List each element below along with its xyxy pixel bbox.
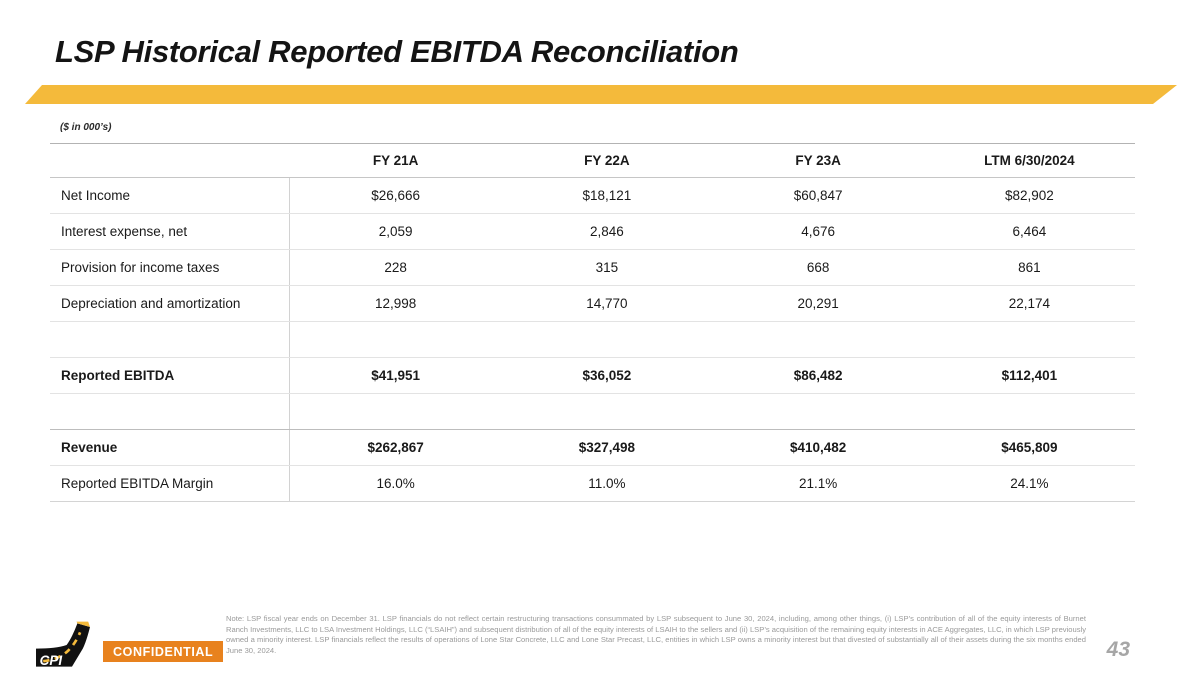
cell-value: $26,666: [371, 188, 421, 203]
cell-value: 21.1%: [798, 476, 838, 491]
column-header: FY 22A: [584, 153, 630, 168]
table-row: Reported EBITDA Margin 16.0% 11.0% 21.1% 24.…: [50, 466, 1135, 502]
cpi-logo: CPI: [36, 621, 90, 668]
cell-value: 11.0%: [588, 476, 626, 491]
column-header: FY 23A: [795, 153, 841, 168]
cell-value: 668: [806, 260, 830, 275]
column-header: FY 21A: [372, 153, 419, 168]
cell-value: [713, 322, 924, 357]
cell-value: 12,998: [374, 296, 417, 311]
table-row: Interest expense, net 2,059 2,846 4,676 6,46…: [50, 214, 1135, 250]
cell-value: $262,867: [367, 440, 424, 455]
footnote: Note: LSP fiscal year ends on December 3…: [226, 614, 1086, 655]
accent-bar: [0, 85, 1200, 105]
cell-value: 20,291: [797, 296, 839, 311]
cell-value: $36,052: [582, 368, 632, 383]
table-row: Revenue $262,867 $327,498 $410,482 $465,809: [50, 429, 1135, 466]
table-row: Net Income $26,666 $18,121 $60,847 $82,902: [50, 178, 1135, 214]
table-header-row: FY 21A FY 22A FY 23A LTM 6/30/2024: [50, 144, 1135, 178]
cell-value: $112,401: [1001, 368, 1058, 383]
cell-value: 6,464: [1012, 224, 1047, 239]
row-label: [50, 394, 290, 429]
table-spacer-row: [50, 322, 1135, 358]
units-label: ($ in 000’s): [60, 122, 112, 133]
table-row: Depreciation and amortization 12,998 14,77…: [50, 286, 1135, 322]
row-label: Interest expense, net: [50, 214, 290, 249]
cell-value: 861: [1018, 260, 1041, 275]
row-label: Revenue: [50, 430, 290, 465]
cell-value: [924, 322, 1135, 357]
row-label: Depreciation and amortization: [50, 286, 290, 321]
cell-value: [290, 322, 501, 357]
cell-value: $465,809: [1001, 440, 1058, 455]
cell-value: 22,174: [1008, 296, 1051, 311]
cell-value: $327,498: [578, 440, 636, 455]
page-title: LSP Historical Reported EBITDA Reconcili…: [55, 34, 739, 69]
confidential-badge: CONFIDENTIAL: [103, 641, 224, 662]
header-empty-cell: [50, 144, 290, 177]
cell-value: 2,846: [589, 224, 624, 239]
cell-value: [501, 394, 712, 429]
cell-value: 24.1%: [1010, 476, 1049, 491]
cell-value: [501, 322, 712, 357]
cell-value: $86,482: [793, 368, 843, 383]
row-label: [50, 322, 290, 357]
cell-value: $410,482: [789, 440, 847, 455]
cell-value: $60,847: [793, 188, 843, 203]
cell-value: [924, 394, 1135, 429]
cpi-logo-text: CPI: [40, 653, 63, 668]
cell-value: [713, 394, 924, 429]
ebitda-reconciliation-table: FY 21A FY 22A FY 23A LTM 6/30/2024 Net Incom…: [50, 143, 1135, 502]
row-label: Provision for income taxes: [50, 250, 290, 285]
row-label: Reported EBITDA: [50, 358, 290, 393]
column-header: LTM 6/30/2024: [984, 153, 1075, 168]
table-row: Reported EBITDA $41,951 $36,052 $86,482 $112…: [50, 358, 1135, 394]
page-number: 43: [1106, 638, 1130, 661]
accent-bar-shape: [25, 85, 1177, 104]
cell-value: $41,951: [371, 368, 421, 383]
cell-value: [290, 394, 501, 429]
cell-value: 228: [384, 260, 407, 275]
cell-value: 16.0%: [376, 476, 415, 491]
cell-value: 4,676: [801, 224, 836, 239]
row-label: Reported EBITDA Margin: [50, 466, 290, 501]
table-spacer-row: [50, 394, 1135, 430]
row-label: Net Income: [50, 178, 290, 213]
confidential-label: CONFIDENTIAL: [113, 644, 214, 659]
cell-value: $82,902: [1004, 188, 1054, 203]
cell-value: 14,770: [586, 296, 628, 311]
table-row: Provision for income taxes 228 315 668 861: [50, 250, 1135, 286]
cell-value: $18,121: [582, 188, 632, 203]
cell-value: 315: [595, 260, 619, 275]
cell-value: 2,059: [378, 224, 413, 239]
